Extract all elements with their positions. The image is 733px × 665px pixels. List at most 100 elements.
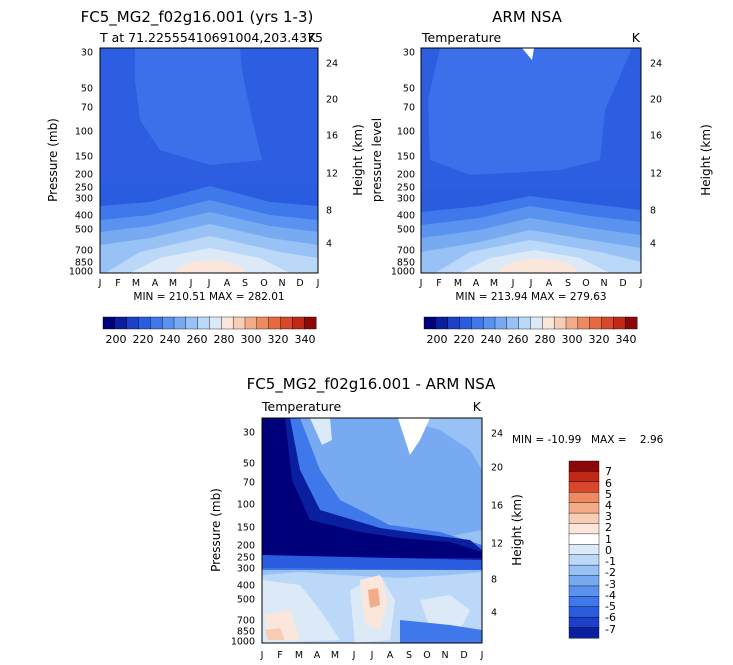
panel-diff-xtick: M [331,650,339,661]
colorbar-label: 340 [616,333,637,346]
panel-obs-xtick: M [454,278,462,289]
colorbar-swatch [161,316,175,330]
panel-model-xtick: J [98,278,102,289]
colorbar-swatch [568,523,600,535]
panel-model-field [99,47,319,274]
colorbar-label: -6 [605,611,616,624]
panel-model-ytick: 500 [75,225,93,236]
panel-model-ytick: 200 [75,170,93,181]
panel-model-xtick: S [242,278,248,289]
panel-diff-ytick: 1000 [231,637,255,648]
panel-obs-ytick: 1000 [391,267,415,278]
colorbar-swatch [568,481,600,493]
panel-model-xtick: J [316,278,320,289]
panel-diff-xtick: J [352,650,356,661]
colorbar-swatch [568,575,600,587]
panel-obs-xtick: M [490,278,498,289]
panel-model-ytick: 70 [81,103,93,114]
colorbar-swatch [568,596,600,608]
panel-model-xtick: D [296,278,303,289]
panel-diff-ytick: 850 [237,627,255,638]
colorbar-label: 280 [214,333,235,346]
colorbar-label: 280 [535,333,556,346]
colorbar-label: 260 [508,333,529,346]
colorbar-model [102,316,317,330]
panel-diff-xtick: A [314,650,321,661]
panel-model-ytick: 850 [75,258,93,269]
panel-obs-y2tick: 8 [650,206,656,217]
panel-diff-y2tick: 24 [491,429,503,440]
panel-model-xtick: A [224,278,231,289]
colorbar-label: 220 [133,333,154,346]
colorbar-label: 0 [605,544,612,557]
panel-model-xtick: F [115,278,120,289]
panel-obs-xtick: D [619,278,626,289]
plot-frame [99,47,319,274]
field-band [522,48,534,60]
colorbar-swatch [613,316,626,330]
colorbar-swatch [601,316,614,330]
colorbar-label: 3 [605,510,612,523]
colorbar-label: -5 [605,600,616,613]
panel-obs-y2label: Height (km) [699,124,713,195]
field-band [398,418,430,455]
panel-diff-ytick: 150 [237,523,255,534]
colorbar-swatch [568,533,600,545]
panel-model-ytick: 700 [75,246,93,257]
colorbar-label: -3 [605,578,616,591]
field-band [262,418,482,540]
colorbar-swatch [435,316,449,330]
colorbar-swatch [268,316,282,330]
panel-model-y2label: Height (km) [351,124,365,195]
colorbar-swatch [185,316,199,330]
colorbar-swatch [280,316,293,330]
colorbar-swatch [568,544,600,556]
field-band [420,595,470,630]
panel-model-y2tick: 8 [326,206,332,217]
colorbar-swatch [530,316,543,330]
colorbar-swatch [568,471,600,483]
colorbar-swatch [114,316,128,330]
panel-obs-ytick: 500 [397,225,415,236]
panel-diff-y2tick: 8 [491,575,497,586]
panel-obs-xtick: J [419,278,423,289]
panel-diff-title: FC5_MG2_f02g16.001 - ARM NSA [247,375,496,394]
panel-obs-ytick: 200 [397,170,415,181]
panel-obs-xtick: F [436,278,441,289]
colorbar-swatch [553,316,567,330]
panel-obs-ytick: 250 [397,183,415,194]
panel-obs: ARM NSA Temperature K 30 50 70 100 150 2… [370,8,713,303]
panel-diff-ytick: 300 [237,564,255,575]
colorbar-swatch [173,316,187,330]
colorbar-label: 240 [481,333,502,346]
panel-obs-ytick: 100 [397,127,415,138]
colorbar-label: 320 [268,333,289,346]
colorbar-swatch [568,564,600,577]
panel-model-title: FC5_MG2_f02g16.001 (yrs 1-3) [81,8,314,27]
colorbar-label: 4 [605,499,612,512]
colorbar-obs-labels: 200 220 240 260 280 300 320 340 [427,333,637,346]
colorbar-swatch [494,316,508,330]
panel-obs-field [420,47,642,274]
panel-diff-xtick: J [260,650,264,661]
panel-obs-ytick: 300 [397,194,415,205]
panel-obs-stats: MIN = 213.94 MAX = 279.63 [455,291,606,303]
panel-obs-ytick: 30 [403,48,415,59]
panel-diff-xtick: M [295,650,303,661]
panel-diff-y2tick: 12 [491,539,503,550]
colorbar-swatch [209,316,222,330]
plot-frame [261,417,483,644]
panel-diff-xtick: A [387,650,394,661]
colorbar-label: 340 [295,333,316,346]
panel-diff-y2tick: 4 [491,608,497,619]
colorbar-swatch [102,316,116,330]
colorbar-swatch [303,316,317,330]
colorbar-label: 2 [605,521,612,534]
panel-obs-title: ARM NSA [492,8,562,26]
panel-model-ytick: 100 [75,127,93,138]
panel-model-xtick: N [278,278,285,289]
colorbar-swatch [568,585,600,597]
colorbar-swatch [589,316,602,330]
panel-diff-xtick: D [460,650,467,661]
